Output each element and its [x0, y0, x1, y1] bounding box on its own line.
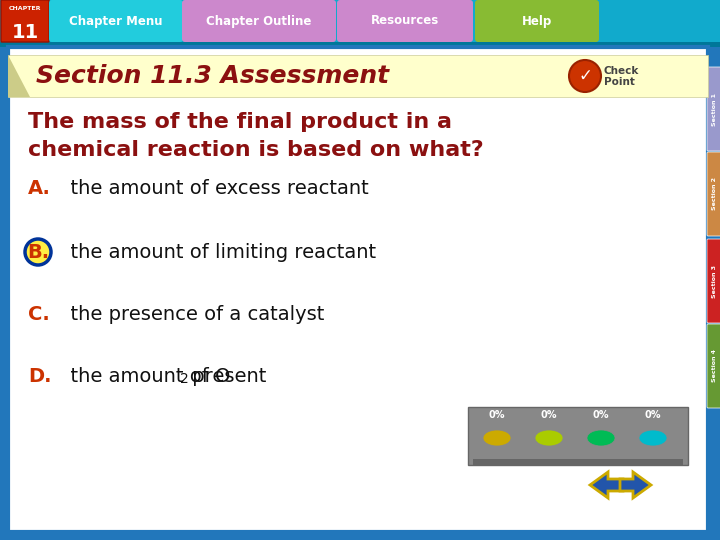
FancyBboxPatch shape: [475, 0, 599, 42]
FancyBboxPatch shape: [337, 0, 473, 42]
Text: Section 2: Section 2: [713, 178, 718, 211]
Polygon shape: [590, 472, 623, 498]
Text: 0%: 0%: [541, 410, 557, 420]
Text: Resources: Resources: [371, 15, 439, 28]
Circle shape: [25, 239, 51, 265]
Text: 2: 2: [181, 372, 189, 386]
FancyBboxPatch shape: [0, 42, 720, 47]
FancyBboxPatch shape: [8, 47, 708, 532]
Text: Check: Check: [604, 66, 639, 76]
Polygon shape: [8, 55, 30, 97]
Text: B.: B.: [27, 242, 49, 261]
Text: Section 11.3 Assessment: Section 11.3 Assessment: [36, 64, 389, 88]
Ellipse shape: [639, 430, 667, 446]
Text: Help: Help: [522, 15, 552, 28]
Text: The mass of the final product in a
chemical reaction is based on what?: The mass of the final product in a chemi…: [28, 112, 484, 160]
Text: Section 1: Section 1: [713, 92, 718, 125]
Ellipse shape: [587, 430, 615, 446]
Text: 0%: 0%: [644, 410, 661, 420]
Text: the amount of O: the amount of O: [58, 367, 230, 386]
Ellipse shape: [535, 430, 563, 446]
Polygon shape: [620, 472, 651, 498]
Circle shape: [569, 60, 601, 92]
FancyBboxPatch shape: [182, 0, 336, 42]
FancyBboxPatch shape: [1, 0, 49, 42]
FancyBboxPatch shape: [707, 324, 720, 408]
FancyBboxPatch shape: [49, 0, 183, 42]
Text: Chapter Menu: Chapter Menu: [69, 15, 163, 28]
Text: the amount of excess reactant: the amount of excess reactant: [58, 179, 369, 199]
FancyBboxPatch shape: [468, 407, 688, 465]
Text: 11: 11: [12, 23, 39, 42]
Text: Section 3: Section 3: [713, 265, 718, 298]
FancyBboxPatch shape: [707, 152, 720, 236]
Text: CHAPTER: CHAPTER: [9, 5, 41, 10]
Text: present: present: [186, 367, 267, 386]
Text: Point: Point: [604, 77, 635, 87]
Text: A.: A.: [28, 179, 51, 199]
Text: the amount of limiting reactant: the amount of limiting reactant: [58, 242, 376, 261]
Text: C.: C.: [28, 305, 50, 323]
FancyBboxPatch shape: [707, 239, 720, 323]
Text: Section 4: Section 4: [713, 349, 718, 382]
Text: 0%: 0%: [593, 410, 609, 420]
FancyBboxPatch shape: [473, 459, 683, 465]
Text: Chapter Outline: Chapter Outline: [207, 15, 312, 28]
FancyBboxPatch shape: [707, 67, 720, 151]
Text: D.: D.: [28, 367, 52, 386]
FancyBboxPatch shape: [8, 55, 708, 97]
Ellipse shape: [483, 430, 511, 446]
Text: the presence of a catalyst: the presence of a catalyst: [58, 305, 325, 323]
FancyBboxPatch shape: [0, 0, 720, 42]
Text: 0%: 0%: [489, 410, 505, 420]
Text: ✓: ✓: [578, 67, 592, 85]
